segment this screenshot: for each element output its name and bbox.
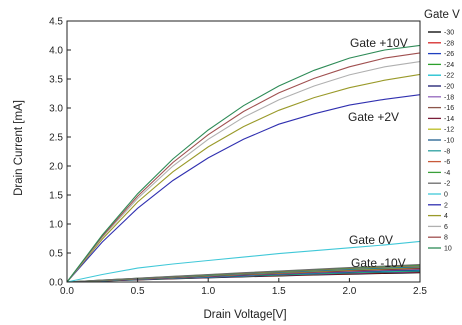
legend-label: -12 [444,127,454,134]
y-axis-label: Drain Current [mA] [13,100,25,196]
x-tick-label: 0.5 [131,286,145,297]
legend-label: 8 [444,235,448,242]
y-axis-ticks: 0.0 0.5 1.0 1.5 2.0 2.5 3.0 3.5 4.0 4.5 [49,17,71,289]
series-line-10 [66,44,421,283]
x-tick-label: 1.0 [201,286,215,297]
x-tick-label: 0.0 [60,286,74,297]
x-axis-ticks: 0.0 0.5 1.0 1.5 2.0 2.5 [60,278,427,297]
series-line--2 [66,264,421,283]
legend-title: Gate V [424,9,460,21]
y-tick-label: 1.5 [49,191,63,202]
legend-label: 4 [444,213,448,220]
x-axis-label: Drain Voltage[V] [203,309,286,321]
legend-label: -8 [444,148,450,155]
legend-label: -20 [444,84,454,91]
series-line-0 [66,240,421,283]
y-tick-label: 0.5 [49,249,63,260]
legend-label: -6 [444,159,450,166]
series-lines [66,44,421,283]
annotation-gate-0v: Gate 0V [349,233,393,247]
y-tick-label: 1.0 [49,220,63,231]
legend-label: -2 [444,181,450,188]
x-tick-label: 2.0 [342,286,356,297]
legend-label: -26 [444,51,454,58]
y-tick-label: 3.5 [49,75,63,86]
annotation-gate-minus-10v: Gate -10V [351,256,406,270]
legend-label: -16 [444,105,454,112]
legend-label: -30 [444,30,454,37]
x-tick-label: 2.5 [413,286,427,297]
legend-label: -28 [444,40,454,47]
legend-label: -4 [444,170,450,177]
legend-label: 6 [444,224,448,231]
legend-label: 0 [444,192,448,199]
x-tick-label: 1.5 [272,286,286,297]
series-line-2 [66,94,421,283]
annotation-gate-plus-10v: Gate +10V [350,36,408,50]
y-tick-label: 3.0 [49,104,63,115]
legend: Gate V -30-28-26-24-22-20-18-16-14-12-10… [424,9,460,253]
series-line-6 [66,61,421,283]
legend-label: -22 [444,73,454,80]
legend-label: 2 [444,202,448,209]
series-line-8 [66,52,421,283]
plot-frame [66,20,421,283]
annotation-gate-plus-2v: Gate +2V [348,110,399,124]
y-tick-label: 4.0 [49,46,63,57]
series-line-4 [66,73,421,283]
y-tick-label: 2.0 [49,162,63,173]
legend-label: -10 [444,138,454,145]
y-tick-label: 4.5 [49,17,63,28]
y-tick-label: 2.5 [49,133,63,144]
legend-label: 10 [444,246,452,253]
legend-label: -24 [444,62,454,69]
legend-label: -14 [444,116,454,123]
y-tick-label: 0.0 [49,278,63,289]
legend-label: -18 [444,94,454,101]
